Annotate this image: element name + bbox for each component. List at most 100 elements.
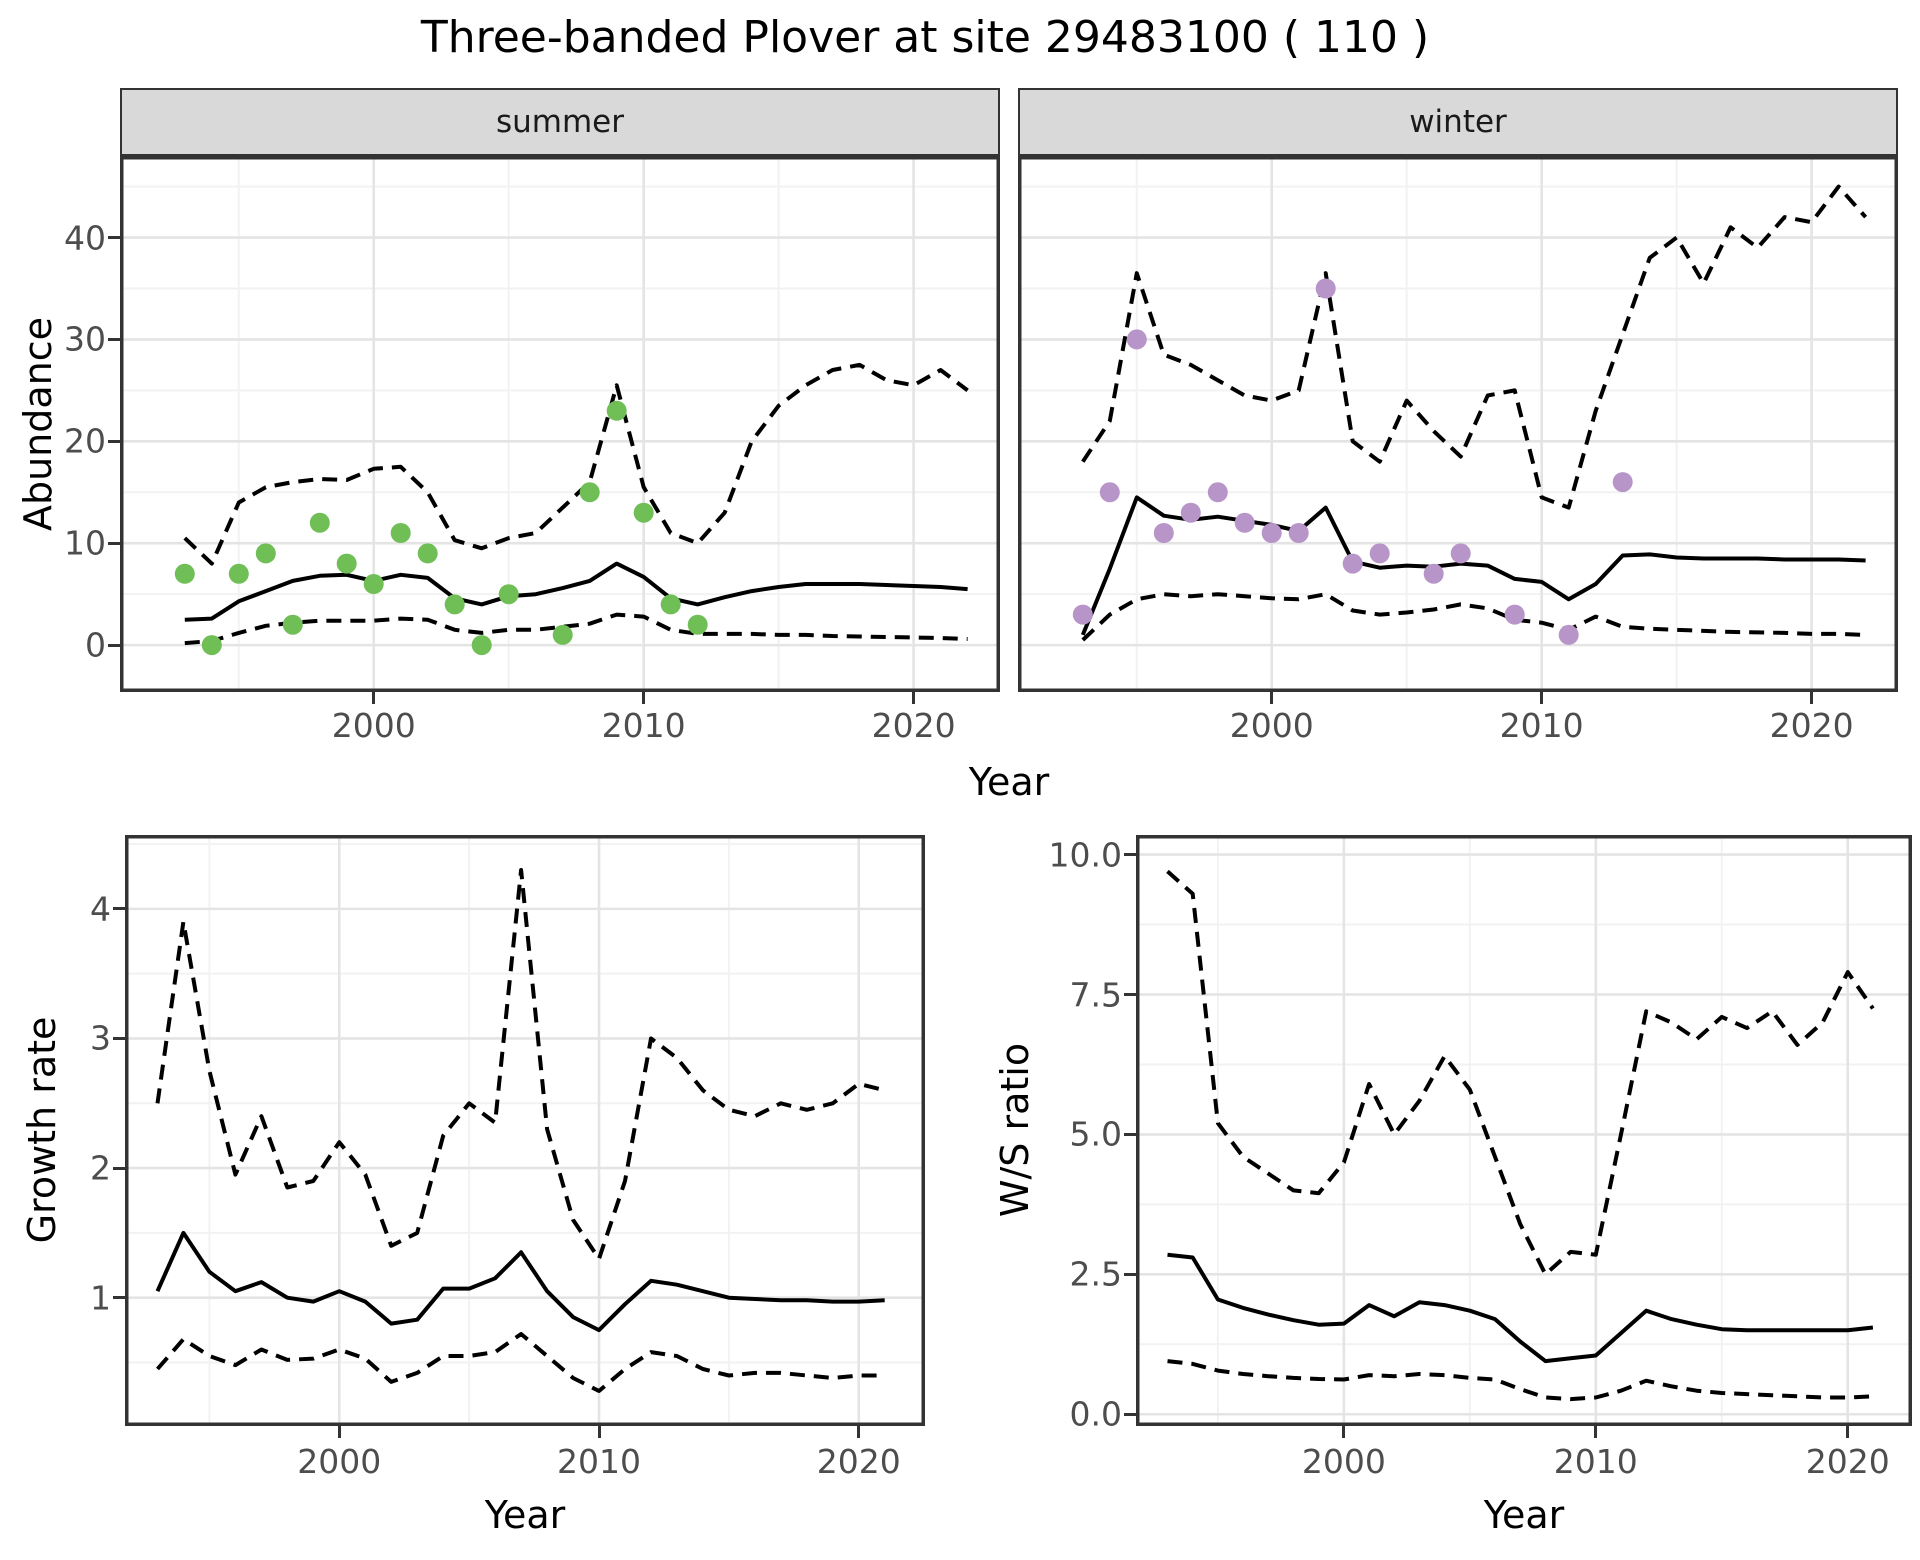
x-tick-mark xyxy=(337,1426,341,1438)
y-tick-label: 2.5 xyxy=(1069,1254,1122,1294)
y-tick-label: 2 xyxy=(90,1148,111,1188)
data-point-observed-counts-winter xyxy=(1072,604,1093,625)
data-point-observed-counts-summer xyxy=(633,502,654,523)
data-point-observed-counts-summer xyxy=(579,482,600,503)
y-tick-mark xyxy=(113,1036,125,1040)
x-tick-label: 2020 xyxy=(1769,706,1854,745)
data-point-observed-counts-summer xyxy=(336,553,357,574)
y-tick-mark xyxy=(1124,1132,1136,1136)
series-upper_ci-ws-ratio xyxy=(1166,869,1875,1277)
y-tick-mark xyxy=(108,236,120,240)
data-point-observed-counts-winter xyxy=(1234,512,1255,533)
y-tick-label: 0.0 xyxy=(1069,1394,1122,1434)
series-fit-growth-rate xyxy=(155,1230,885,1333)
x-tick-label: 2010 xyxy=(1553,1442,1638,1481)
data-point-observed-counts-winter xyxy=(1450,543,1471,564)
data-point-observed-counts-summer xyxy=(363,574,384,594)
data-point-observed-counts-winter xyxy=(1504,604,1525,625)
y-tick-label: 30 xyxy=(64,319,106,359)
panel-border xyxy=(1136,835,1912,1426)
panel-border xyxy=(125,835,925,1426)
y-tick-label: 0 xyxy=(85,625,106,665)
y-tick-mark xyxy=(108,643,120,647)
y-tick-mark xyxy=(1124,993,1136,996)
data-point-observed-counts-summer xyxy=(417,543,438,564)
y-tick-label: 20 xyxy=(64,421,106,461)
y-tick-label: 1 xyxy=(90,1278,111,1318)
data-point-observed-counts-winter xyxy=(1126,329,1147,350)
x-tick-label: 2010 xyxy=(557,1442,642,1481)
facet-strip-summer: summer xyxy=(120,88,1000,156)
data-point-observed-counts-summer xyxy=(255,543,276,564)
y-tick-label: 4 xyxy=(90,889,111,929)
series-lower_ci-abundance-summer xyxy=(184,612,968,646)
y-tick-label: 10 xyxy=(64,523,106,563)
data-point-observed-counts-winter xyxy=(1207,482,1228,503)
x-tick-label: 2000 xyxy=(1301,1442,1386,1481)
x-tick-mark xyxy=(912,692,916,704)
x-tick-label: 2010 xyxy=(1499,706,1584,745)
data-point-observed-counts-winter xyxy=(1423,563,1444,584)
data-point-observed-counts-summer xyxy=(444,594,465,615)
series-upper_ci-abundance-winter xyxy=(1081,184,1868,510)
data-point-observed-counts-summer xyxy=(228,563,249,584)
data-point-observed-counts-summer xyxy=(390,523,411,543)
data-point-observed-counts-winter xyxy=(1315,278,1336,299)
y-tick-mark xyxy=(1124,1412,1136,1416)
data-point-observed-counts-winter xyxy=(1612,472,1633,493)
figure-title: Three-banded Plover at site 29483100 ( 1… xyxy=(420,12,1430,63)
x-tick-label: 2000 xyxy=(297,1442,382,1481)
data-point-observed-counts-winter xyxy=(1261,523,1282,543)
x-tick-label: 2020 xyxy=(871,706,956,745)
facet-strip-summer-label: summer xyxy=(495,104,624,140)
y-tick-label: 3 xyxy=(90,1018,111,1058)
x-tick-mark xyxy=(1810,692,1814,704)
series-fit-abundance-summer xyxy=(184,561,968,622)
data-point-observed-counts-winter xyxy=(1180,502,1201,523)
data-point-observed-counts-summer xyxy=(282,614,303,635)
data-point-observed-counts-summer xyxy=(201,635,222,656)
data-point-observed-counts-summer xyxy=(498,584,519,605)
data-point-observed-counts-winter xyxy=(1099,482,1120,503)
series-lower_ci-growth-rate xyxy=(155,1332,885,1393)
x-tick-mark xyxy=(1594,1426,1598,1438)
data-point-observed-counts-summer xyxy=(309,512,330,533)
series-upper_ci-growth-rate xyxy=(155,868,886,1261)
data-point-observed-counts-summer xyxy=(174,563,195,584)
series-upper_ci-abundance-summer xyxy=(183,362,969,566)
x-tick-label: 2000 xyxy=(1229,706,1314,745)
x-tick-mark xyxy=(1342,1426,1346,1438)
y-tick-label: 7.5 xyxy=(1069,975,1122,1014)
y-tick-mark xyxy=(113,907,125,911)
x-tick-mark xyxy=(597,1426,601,1438)
x-tick-mark xyxy=(1270,692,1274,704)
panel-abundance-winter xyxy=(1018,156,1898,692)
data-point-observed-counts-winter xyxy=(1153,523,1174,543)
x-tick-mark xyxy=(857,1426,861,1438)
data-point-observed-counts-winter xyxy=(1558,624,1579,645)
y-tick-mark xyxy=(1124,853,1136,857)
y-tick-mark xyxy=(113,1296,125,1300)
x-axis-title-year-top: Year xyxy=(968,760,1050,804)
y-tick-mark xyxy=(108,337,120,341)
x-tick-label: 2000 xyxy=(331,706,416,745)
data-point-observed-counts-summer xyxy=(606,400,627,421)
y-tick-label: 5.0 xyxy=(1069,1114,1122,1154)
panel-border xyxy=(120,156,1000,692)
x-tick-label: 2010 xyxy=(601,706,686,745)
data-point-observed-counts-summer xyxy=(687,614,708,635)
data-point-observed-counts-winter xyxy=(1342,553,1363,574)
facet-strip-winter-label: winter xyxy=(1409,104,1507,140)
data-point-observed-counts-summer xyxy=(471,635,492,656)
x-tick-mark xyxy=(642,692,646,704)
panel-ws-ratio xyxy=(1136,835,1912,1426)
x-tick-mark xyxy=(1846,1426,1850,1438)
y-tick-mark xyxy=(108,541,120,545)
x-tick-label: 2020 xyxy=(1805,1442,1890,1481)
x-tick-mark xyxy=(1540,692,1544,704)
x-tick-mark xyxy=(372,692,376,704)
y-tick-mark xyxy=(108,439,120,443)
x-tick-label: 2020 xyxy=(816,1442,901,1481)
data-point-observed-counts-summer xyxy=(660,594,681,615)
